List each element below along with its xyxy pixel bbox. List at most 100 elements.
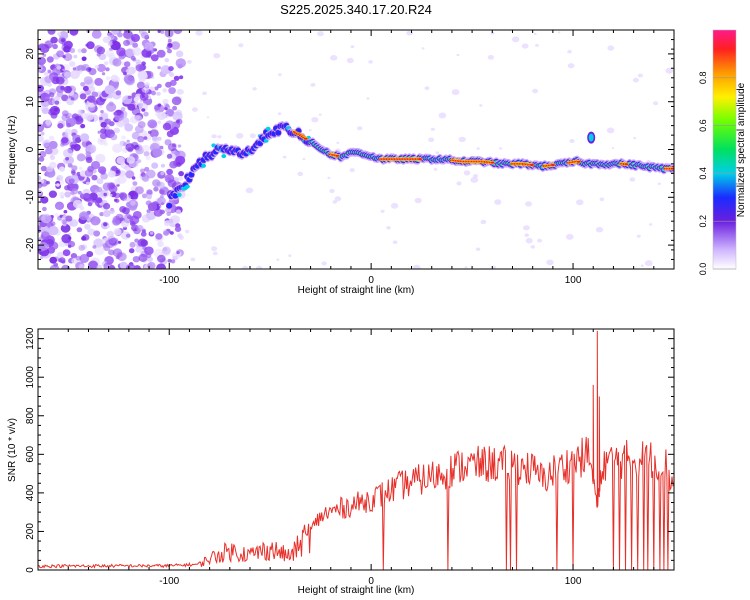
noise-blob [47,246,56,254]
faint-blob [569,139,575,143]
noise-blob [107,34,115,41]
noise-blob [40,165,48,172]
snr-line [38,330,674,570]
faint-blob [334,196,342,202]
noise-blob [97,166,107,174]
noise-blob [124,123,134,132]
noise-blob [144,246,154,255]
noise-blob [135,64,144,72]
noise-blob [125,170,135,179]
noise-blob [95,197,103,204]
noise-blob [98,105,103,109]
noise-blob [56,183,60,187]
noise-blob [173,75,180,81]
colorbar: 0.0 0.2 0.4 0.6 0.8 Normalized spectral ampl… [698,29,747,275]
hot-cell [624,163,629,166]
faint-blob [424,86,430,91]
noise-blob [95,153,106,163]
noise-blob [60,85,65,91]
faint-blob [330,55,338,61]
noise-blob [168,87,176,95]
noise-blob [164,174,175,183]
noise-blob [56,65,62,70]
noise-blob [110,74,119,82]
noise-blob [159,145,164,150]
noise-blob [84,102,89,106]
faint-blob [524,233,529,237]
noise-blob [71,165,78,172]
noise-blob [48,190,58,198]
noise-blob [80,65,87,71]
noise-blob [83,76,93,85]
noise-blob [143,111,149,117]
noise-blob [147,119,158,129]
noise-blob [90,216,101,226]
noise-blob [91,91,97,97]
noise-blob [169,231,174,235]
faint-blob [190,257,196,262]
faint-blob [329,188,335,194]
noise-blob [38,135,44,143]
noise-blob [159,189,165,195]
noise-blob [138,253,148,262]
noise-blob [79,93,87,100]
hot-cell [418,158,422,161]
noise-blob [168,218,174,224]
faint-blob [318,113,322,116]
ridge-cell [276,130,281,136]
noise-blob [84,223,91,230]
noise-blob [135,115,143,122]
faint-blob [451,89,460,96]
noise-blob [103,222,108,227]
colorbar-label: Normalized spectral amplitude [736,82,747,217]
noise-blob [49,155,56,161]
faint-blob [464,266,468,269]
colorbar-tick-label: 0.2 [698,215,708,228]
noise-blob [133,195,138,200]
noise-blob [156,83,162,89]
faint-blob [412,264,421,269]
noise-blob [145,155,151,161]
noise-blob [137,159,142,164]
noise-blob [103,192,107,197]
faint-blob [475,247,481,251]
noise-blob [175,50,184,58]
noise-blob [132,47,142,56]
noise-blob [130,200,136,206]
faint-blob [632,77,640,83]
noise-blob [42,206,47,212]
noise-blob [67,163,73,168]
faint-blob [249,133,256,139]
noise-blob [39,92,50,102]
noise-blob [167,258,172,263]
noise-blob [50,36,58,44]
noise-blob [113,228,122,236]
noise-blob [152,148,163,158]
faint-blob [511,36,520,43]
noise-blob [96,46,106,55]
noise-blob [93,238,104,248]
noise-blob [157,30,161,33]
noise-blob [48,225,59,236]
faint-blob [245,187,254,194]
faint-blob [191,107,198,112]
noise-blob [80,133,90,142]
noise-blob [120,107,126,112]
spectrogram-ytick-label: 10 [25,96,36,108]
faint-blob [178,234,182,238]
noise-blob [41,213,52,224]
noise-blob [129,241,136,248]
noise-blob [153,186,159,192]
faint-blob [256,265,263,269]
noise-blob [95,97,105,106]
faint-blob [211,246,218,252]
faint-blob [463,170,471,176]
faint-blob [302,158,306,161]
noise-blob [38,123,45,133]
ridge-cell [265,126,271,131]
noise-blob [44,75,53,84]
faint-blob [525,237,533,244]
noise-blob [61,234,72,244]
faint-blob [278,73,282,77]
